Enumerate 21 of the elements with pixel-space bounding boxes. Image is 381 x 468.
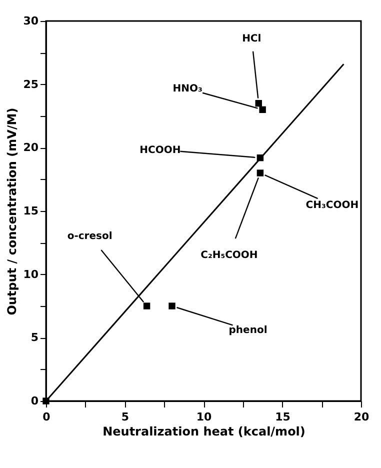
annotation: HCl — [242, 33, 262, 44]
x-tick-label: 15 — [275, 410, 290, 424]
annotation: CH₃COOH — [306, 200, 359, 211]
y-tick-label: 0 — [30, 394, 39, 408]
x-tick-label: 10 — [196, 410, 212, 424]
y-tick-label: 5 — [30, 331, 38, 344]
x-axis-title: Neutralization heat (kcal/mol) — [102, 424, 306, 438]
annotation: HCOOH — [140, 144, 181, 156]
y-tick-label: 30 — [23, 14, 39, 28]
y-tick-label: 10 — [23, 268, 39, 281]
x-tick-label: 0 — [42, 410, 51, 424]
annotation: C₂H₅COOH — [200, 250, 258, 261]
annotation: HNO₃ — [172, 84, 202, 95]
y-axis-title: Output / concentration (mV/M) — [5, 108, 20, 316]
x-tick-label: 20 — [354, 410, 370, 424]
y-tick-label: 15 — [23, 204, 38, 218]
x-tick-label: 5 — [121, 410, 130, 424]
annotation: o-cresol — [67, 231, 112, 242]
annotation: phenol — [228, 325, 268, 336]
y-tick-label: 20 — [23, 141, 39, 154]
y-tick-label: 25 — [23, 78, 38, 91]
